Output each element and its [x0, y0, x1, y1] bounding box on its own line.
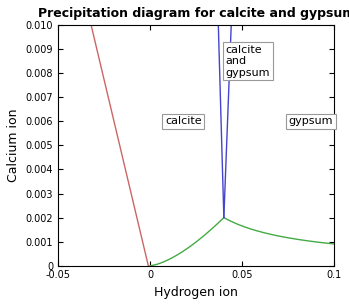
X-axis label: Hydrogen ion: Hydrogen ion — [154, 286, 238, 299]
Text: gypsum: gypsum — [288, 116, 333, 126]
Text: calcite
and
gypsum: calcite and gypsum — [226, 44, 270, 78]
Y-axis label: Calcium ion: Calcium ion — [7, 109, 20, 182]
Title: Precipitation diagram for calcite and gypsum: Precipitation diagram for calcite and gy… — [38, 7, 349, 20]
Text: calcite: calcite — [165, 116, 201, 126]
